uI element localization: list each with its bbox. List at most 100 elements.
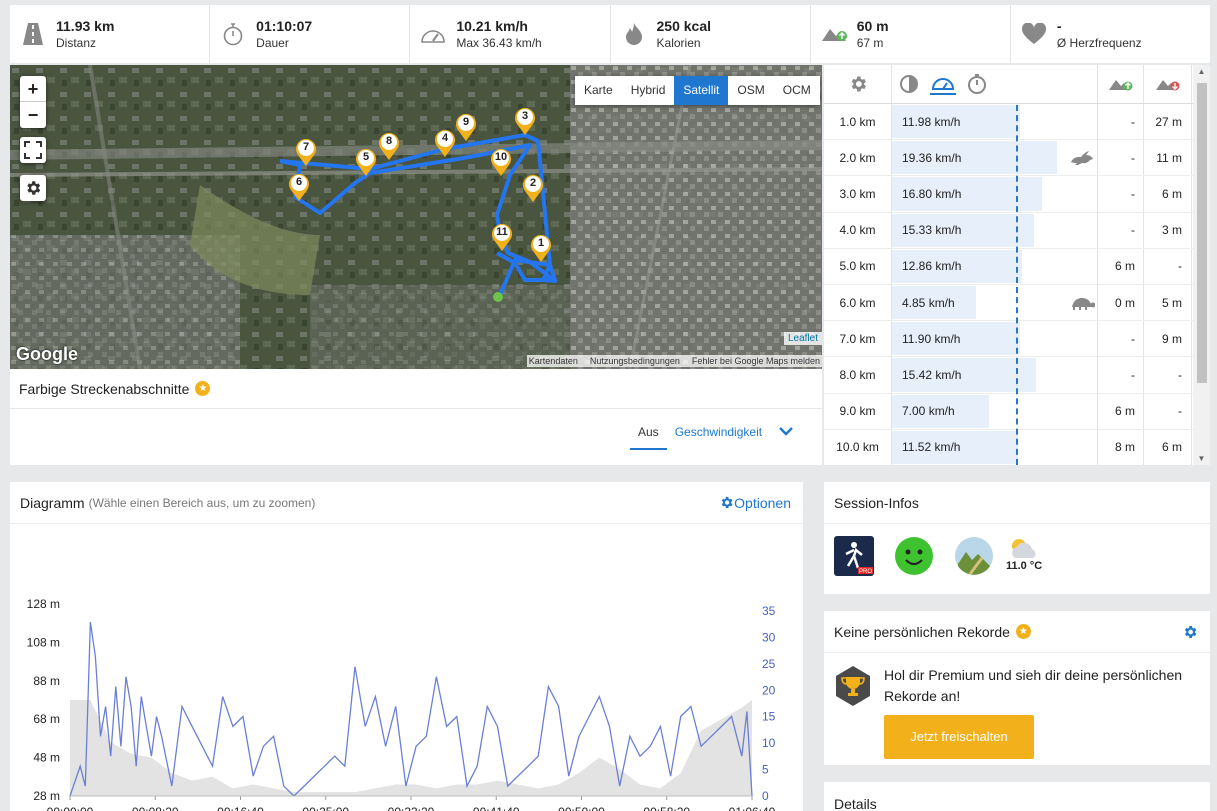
split-descent: 6 m (1144, 429, 1192, 465)
split-row[interactable]: 5.0 km 12.86 km/h 6 m- (824, 248, 1210, 285)
split-descent: 11 m (1144, 140, 1192, 176)
map-type-osm[interactable]: OSM (728, 76, 774, 105)
split-speed: 4.85 km/h (902, 295, 955, 310)
stat-value: 10.21 km/h (456, 17, 528, 34)
route-marker-9[interactable]: 9 (454, 112, 478, 142)
split-distance: 2.0 km (824, 140, 892, 176)
split-speed-cell: 15.33 km/h (892, 212, 1098, 248)
heart-icon (1021, 21, 1047, 47)
fullscreen-icon (24, 141, 42, 159)
tab-off[interactable]: Aus (630, 418, 667, 450)
x-tick: 00:58:20 (643, 805, 690, 811)
split-speed-cell: 16.80 km/h (892, 176, 1098, 212)
route-marker-5[interactable]: 5 (354, 147, 378, 177)
elevation-down-col (1144, 65, 1192, 103)
y-right-tick: 35 (762, 604, 776, 618)
elevation-down-icon (1155, 80, 1179, 91)
split-row[interactable]: 9.0 km 7.00 km/h 6 m- (824, 393, 1210, 430)
leaflet-link[interactable]: Leaflet (783, 332, 822, 345)
split-speed-cell: 11.90 km/h (892, 321, 1098, 357)
elevation-up-col (1098, 65, 1144, 103)
map-type-satellit[interactable]: Satellit (674, 76, 729, 105)
fullscreen-button[interactable] (20, 137, 46, 163)
split-speed: 11.90 km/h (902, 331, 961, 346)
route-marker-11[interactable]: 11 (490, 222, 514, 252)
terrain-trail-icon (955, 537, 993, 575)
route-marker-1[interactable]: 1 (529, 233, 553, 263)
stat-value: - (1056, 17, 1062, 34)
diagram-panel: Diagramm (Wähle einen Bereich aus, um zu… (10, 482, 803, 811)
split-speed-cell: 4.85 km/h (892, 284, 1098, 321)
stat-value: 11.93 km (56, 17, 115, 34)
map-settings-button[interactable] (20, 175, 46, 201)
y-right-tick: 15 (762, 710, 776, 724)
stat-label: Ø Herzfrequenz (1056, 35, 1142, 50)
split-descent: 3 m (1144, 212, 1192, 248)
marker-label: 6 (295, 176, 303, 188)
y-left-tick: 88 m (33, 674, 60, 688)
happy-face-icon (895, 537, 933, 575)
split-descent: 27 m (1144, 104, 1192, 140)
route-marker-3[interactable]: 3 (513, 106, 537, 136)
route-marker-6[interactable]: 6 (287, 172, 311, 202)
unlock-premium-button[interactable]: Jetzt freischalten (884, 715, 1034, 759)
session-info-card: Session-Infos PRO 11.0 °C (824, 482, 1210, 594)
records-header: Keine persönlichen Rekorde ★ (824, 611, 1210, 653)
elevation-speed-chart[interactable]: 128 m 108 m 88 m 68 m 48 m 28 m 35 30 25 20 15 10 5 0… (10, 524, 803, 811)
split-ascent: 8 m (1098, 429, 1144, 465)
split-distance: 7.0 km (824, 321, 892, 357)
speed-bar (892, 249, 1022, 283)
x-tick: 00:33:20 (388, 805, 435, 811)
segment-dropdown-button[interactable] (770, 418, 802, 450)
attribution-link[interactable]: Kartendaten (528, 356, 578, 366)
route-marker-8[interactable]: 8 (377, 131, 401, 161)
map-type-ocm[interactable]: OCM (773, 76, 820, 105)
map-panel: 1 2 3 4 5 6 7 8 9 10 11 + − Karte Hybrid Satellit OSM… (10, 65, 822, 465)
records-settings-icon[interactable] (1182, 624, 1198, 640)
route-marker-4[interactable]: 4 (433, 128, 457, 158)
split-ascent: - (1098, 321, 1144, 357)
route-marker-7[interactable]: 7 (294, 137, 318, 167)
y-left-tick: 128 m (27, 597, 60, 611)
stat-label: 67 m (856, 35, 884, 50)
zoom-out-button[interactable]: − (27, 105, 39, 125)
splits-settings-button[interactable] (824, 65, 892, 103)
marker-label: 5 (362, 151, 370, 163)
split-speed: 16.80 km/h (902, 186, 962, 201)
trophy-icon (836, 666, 870, 706)
stat-label: Max 36.43 km/h (456, 35, 542, 50)
route-marker-10[interactable]: 10 (489, 147, 513, 177)
speed-bar (892, 358, 1036, 392)
split-row[interactable]: 8.0 km 15.42 km/h - - (824, 357, 1210, 394)
speed-bar (892, 213, 1034, 247)
options-button[interactable]: Optionen (719, 495, 791, 511)
split-speed: 7.00 km/h (902, 404, 955, 419)
x-tick: 00:41:40 (473, 805, 520, 811)
satellite-map[interactable]: 1 2 3 4 5 6 7 8 9 10 11 + − Karte Hybrid Satellit OSM… (10, 65, 822, 369)
y-left-tick: 68 m (33, 712, 60, 726)
split-descent: 5 m (1144, 284, 1192, 321)
route-marker-2[interactable]: 2 (521, 173, 545, 203)
zoom-control: + − (20, 76, 46, 128)
scrollbar-thumb[interactable] (1197, 83, 1207, 383)
x-tick: 00:25:00 (302, 805, 349, 811)
pace-icon[interactable] (898, 73, 920, 95)
runtastic-pro-app-icon: PRO (834, 536, 874, 576)
attribution-link[interactable]: Fehler bei Google Maps melden (691, 356, 820, 366)
splits-scrollbar[interactable]: ▲ ▼ (1193, 65, 1210, 465)
google-logo: Google (16, 344, 78, 364)
zoom-in-button[interactable]: + (20, 76, 46, 102)
x-tick: 01:06:40 (729, 805, 776, 811)
flame-icon (621, 21, 647, 47)
tab-speed[interactable]: Geschwindigkeit (674, 425, 763, 439)
map-type-hybrid[interactable]: Hybrid (621, 76, 675, 105)
speed-tab-icon[interactable] (930, 73, 956, 95)
y-left-tick: 28 m (33, 789, 60, 803)
splits-table: 1.0 km 11.98 km/h -27 m 2.0 km 19.36 km/h -11… (824, 65, 1210, 465)
attribution-link[interactable]: Nutzungsbedingungen (589, 356, 680, 366)
split-ascent: 6 m (1098, 393, 1144, 429)
y-left-tick: 108 m (27, 635, 60, 649)
map-type-karte[interactable]: Karte (575, 76, 622, 105)
duration-tab-icon[interactable] (966, 73, 988, 95)
